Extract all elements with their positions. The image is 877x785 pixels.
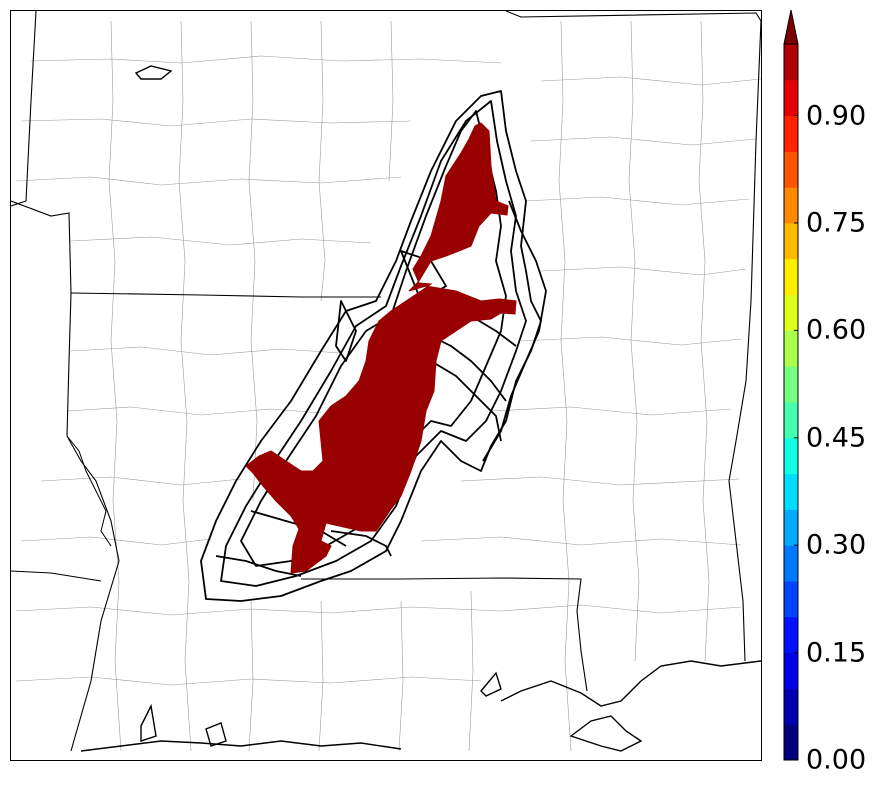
- colorbar-segment: [784, 652, 798, 689]
- colorbar-tick-label: 0.90: [806, 100, 867, 132]
- colorbar-segment: [784, 79, 798, 117]
- colorbar-tick-label: 0.00: [806, 744, 867, 776]
- river: [66, 435, 112, 547]
- county-boundaries: [15, 20, 761, 752]
- colorbar-segment: [784, 294, 798, 331]
- colorbar-segment: [784, 616, 798, 654]
- colorbar-segment: [784, 437, 798, 475]
- colorbar-tick-label: 0.30: [806, 529, 867, 561]
- colorbar-segment: [784, 688, 798, 725]
- colorbar-segment: [784, 115, 798, 152]
- colorbar-tick-label: 0.15: [806, 637, 867, 669]
- colorbar-segment: [784, 509, 798, 546]
- colorbar-segment: [784, 44, 798, 81]
- colorbar-segment: [784, 366, 798, 403]
- map-canvas: [11, 11, 761, 752]
- colorbar-segment: [784, 402, 798, 439]
- colorbar-segment: [784, 330, 798, 367]
- colorbar-segment: [784, 223, 798, 260]
- probability-fill: [245, 122, 517, 574]
- colorbar-segment: [784, 581, 798, 618]
- colorbar-tick-label: 0.60: [806, 314, 867, 346]
- colorbar-segment: [784, 187, 798, 224]
- colorbar-scale: [783, 9, 799, 761]
- colorbar-tick-label: 0.45: [806, 422, 867, 454]
- colorbar-segment: [784, 258, 798, 296]
- map-panel: [10, 10, 762, 761]
- colorbar-extend-arrow: [783, 9, 799, 45]
- coastline: [80, 65, 761, 752]
- state-boundaries: [11, 11, 761, 752]
- colorbar-tick-label: 0.75: [806, 207, 867, 239]
- colorbar-segment: [784, 545, 798, 582]
- colorbar: [783, 8, 803, 768]
- colorbar-segment: [784, 724, 798, 761]
- colorbar-segment: [784, 151, 798, 188]
- colorbar-segment: [784, 473, 798, 510]
